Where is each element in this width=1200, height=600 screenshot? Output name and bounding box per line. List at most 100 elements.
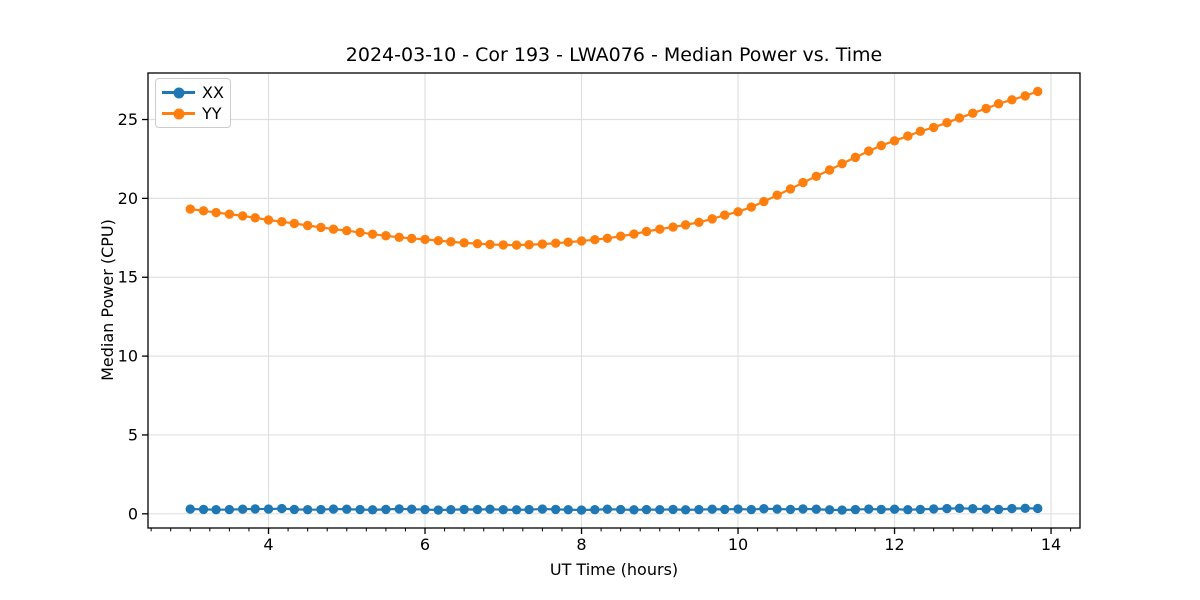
data-point-yy bbox=[785, 184, 796, 194]
data-point-yy bbox=[576, 236, 587, 246]
data-point-yy bbox=[720, 210, 730, 220]
y-tick-label: 25 bbox=[118, 110, 138, 129]
x-axis-label: UT Time (hours) bbox=[549, 560, 679, 579]
data-point-yy bbox=[824, 165, 835, 175]
data-point-yy bbox=[381, 231, 391, 241]
data-point-yy bbox=[511, 240, 522, 250]
data-point-xx bbox=[655, 505, 665, 515]
x-tick-label: 6 bbox=[420, 535, 430, 554]
data-point-xx bbox=[342, 504, 352, 514]
data-point-xx bbox=[185, 504, 195, 514]
x-tick-labels: 4 6 8 10 12 14 bbox=[263, 535, 1061, 554]
data-point-xx bbox=[237, 504, 248, 514]
data-point-yy bbox=[198, 206, 209, 216]
data-point-xx bbox=[459, 504, 469, 515]
data-point-yy bbox=[680, 220, 691, 230]
data-point-yy bbox=[602, 233, 613, 243]
data-point-xx bbox=[511, 505, 522, 515]
data-point-yy bbox=[394, 232, 404, 243]
data-point-yy bbox=[342, 226, 352, 236]
data-point-yy bbox=[733, 207, 743, 217]
x-tick-label: 14 bbox=[1041, 535, 1061, 554]
y-tick-label: 20 bbox=[118, 189, 138, 208]
data-point-xx bbox=[915, 504, 926, 515]
data-point-yy bbox=[694, 217, 704, 228]
data-point-yy bbox=[316, 222, 326, 233]
data-point-xx bbox=[668, 504, 678, 515]
x-tick-label: 10 bbox=[728, 535, 748, 554]
data-point-yy bbox=[1020, 91, 1030, 101]
data-point-xx bbox=[785, 504, 796, 515]
data-point-yy bbox=[498, 240, 508, 250]
data-point-xx bbox=[720, 504, 730, 515]
data-point-yy bbox=[367, 229, 378, 239]
data-point-xx bbox=[954, 503, 965, 513]
y-tick-label: 10 bbox=[118, 347, 138, 366]
data-point-yy bbox=[915, 126, 926, 137]
x-tick-label: 12 bbox=[884, 535, 904, 554]
series-xx bbox=[185, 503, 1043, 515]
data-point-xx bbox=[590, 505, 600, 515]
data-point-xx bbox=[394, 504, 404, 514]
data-point-yy bbox=[641, 226, 652, 237]
data-point-yy bbox=[850, 152, 861, 163]
data-point-xx bbox=[942, 503, 952, 514]
y-tick-labels: 0 5 10 15 20 25 bbox=[118, 110, 138, 523]
data-point-xx bbox=[1033, 503, 1043, 514]
data-point-xx bbox=[602, 504, 613, 514]
data-point-yy bbox=[433, 235, 444, 246]
data-point-xx bbox=[1007, 503, 1017, 514]
data-point-xx bbox=[289, 504, 300, 515]
data-point-xx bbox=[641, 504, 652, 515]
data-point-xx bbox=[876, 504, 886, 515]
data-point-yy bbox=[1033, 86, 1043, 97]
data-point-xx bbox=[864, 504, 874, 514]
series-yy bbox=[185, 86, 1043, 250]
data-point-xx bbox=[433, 505, 444, 515]
data-point-xx bbox=[889, 504, 900, 514]
data-point-xx bbox=[850, 504, 861, 515]
data-point-xx bbox=[903, 505, 913, 515]
data-point-xx bbox=[524, 504, 534, 515]
axis-frame bbox=[147, 72, 1081, 529]
data-point-yy bbox=[277, 217, 287, 227]
data-point-yy bbox=[551, 238, 561, 248]
grid-layer bbox=[148, 73, 1080, 528]
data-point-yy bbox=[355, 227, 365, 238]
data-point-yy bbox=[889, 136, 900, 146]
data-point-yy bbox=[524, 240, 534, 250]
data-point-xx bbox=[694, 504, 704, 515]
data-point-yy bbox=[655, 224, 665, 234]
x-tick-label: 4 bbox=[263, 535, 273, 554]
data-point-xx bbox=[746, 504, 757, 515]
legend-line-marker-icon bbox=[162, 107, 195, 121]
data-point-yy bbox=[237, 211, 248, 221]
data-point-xx bbox=[798, 504, 808, 514]
data-point-yy bbox=[837, 158, 847, 169]
data-point-yy bbox=[263, 215, 274, 225]
data-point-yy bbox=[772, 190, 782, 200]
data-point-xx bbox=[837, 505, 847, 515]
data-point-yy bbox=[968, 108, 978, 118]
data-point-xx bbox=[772, 504, 782, 514]
y-tick-label: 15 bbox=[118, 268, 138, 287]
data-point-yy bbox=[1007, 95, 1017, 105]
legend: XX YY bbox=[155, 78, 231, 128]
data-point-yy bbox=[185, 204, 195, 214]
data-point-yy bbox=[289, 218, 300, 229]
data-point-xx bbox=[355, 504, 365, 515]
data-point-xx bbox=[824, 505, 835, 515]
legend-line-marker-icon bbox=[162, 86, 195, 100]
data-point-yy bbox=[211, 207, 221, 218]
data-point-xx bbox=[993, 504, 1004, 515]
data-point-yy bbox=[328, 224, 339, 234]
data-point-xx bbox=[302, 505, 313, 515]
data-point-yy bbox=[302, 220, 313, 231]
data-point-xx bbox=[198, 504, 209, 515]
data-point-yy bbox=[472, 238, 483, 249]
legend-label-xx: XX bbox=[202, 83, 224, 102]
data-point-yy bbox=[954, 113, 965, 123]
data-point-xx bbox=[576, 505, 587, 515]
